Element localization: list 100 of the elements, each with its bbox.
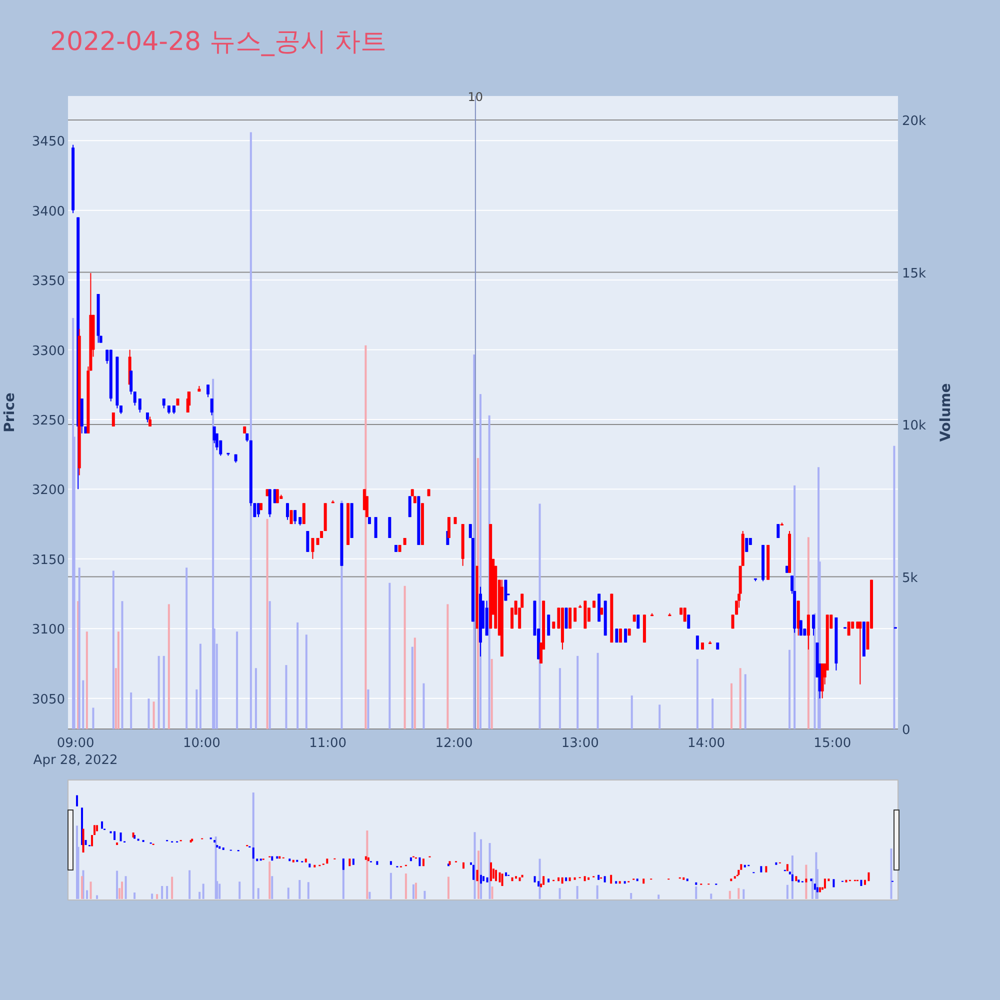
x-tick-label: 11:00 xyxy=(309,736,347,751)
candlestick xyxy=(776,524,780,538)
x-tick-label: 12:00 xyxy=(435,736,473,751)
text: Apr 28, 2022 xyxy=(33,753,118,768)
candlestick xyxy=(574,607,577,622)
bar xyxy=(739,668,742,729)
bar xyxy=(558,668,561,729)
bar xyxy=(730,683,732,729)
candlestick xyxy=(687,614,690,630)
candlestick xyxy=(374,516,378,538)
candlestick xyxy=(138,398,142,413)
candlestick xyxy=(146,412,149,423)
bar xyxy=(446,604,449,729)
candlestick xyxy=(294,510,297,525)
candlestick xyxy=(148,416,152,427)
y-tick-label: 3350 xyxy=(32,274,65,290)
bar xyxy=(364,345,367,729)
bar xyxy=(630,696,633,729)
candlestick xyxy=(731,614,734,630)
bar xyxy=(268,601,271,729)
candlestick xyxy=(812,614,815,636)
bar xyxy=(596,652,599,729)
bar xyxy=(254,668,257,729)
bar xyxy=(658,704,661,729)
bar xyxy=(186,568,188,729)
bar xyxy=(78,568,80,729)
bar xyxy=(130,692,132,729)
y-tick-label: 3200 xyxy=(32,483,65,498)
y2-tick-label: 5k xyxy=(902,570,918,586)
bar xyxy=(285,665,288,729)
y-axis-title: Price xyxy=(2,392,18,432)
bar xyxy=(148,698,150,729)
y-tick-label: 3100 xyxy=(32,622,65,638)
candlestick xyxy=(696,635,699,650)
bar xyxy=(86,632,88,729)
x-tick-label: 09:00 xyxy=(56,736,94,751)
candlestick xyxy=(286,502,289,520)
bar xyxy=(236,632,238,729)
candlestick xyxy=(745,537,748,552)
bar xyxy=(199,644,202,729)
bar xyxy=(121,601,124,729)
candlestick xyxy=(683,607,686,622)
candlestick xyxy=(568,607,572,630)
bar xyxy=(152,702,155,729)
y2-tick-label: 20k xyxy=(902,114,927,130)
y-tick-label: 3150 xyxy=(32,552,65,568)
candlestick xyxy=(858,621,862,685)
bar xyxy=(744,674,746,729)
bar xyxy=(414,638,416,729)
bar xyxy=(576,656,579,729)
y2-tick-label: 10k xyxy=(902,418,927,434)
bar xyxy=(404,586,406,729)
candlestick xyxy=(210,398,214,416)
bar xyxy=(162,656,165,729)
candlestick xyxy=(290,510,293,525)
bar xyxy=(112,570,114,729)
bar xyxy=(296,622,299,729)
bar xyxy=(305,634,308,729)
x-tick-label: 10:00 xyxy=(182,736,220,751)
candlestick xyxy=(547,614,550,636)
x-tick-label: 15:00 xyxy=(814,736,852,751)
candlestick xyxy=(564,607,568,630)
candlestick xyxy=(276,488,279,504)
bar xyxy=(411,646,414,729)
annotation: 10 xyxy=(468,90,484,104)
candlestick xyxy=(311,537,314,560)
candlestick xyxy=(408,496,412,518)
y-tick-label: 3300 xyxy=(32,344,65,359)
bar xyxy=(367,689,370,729)
candlestick xyxy=(112,412,115,427)
candlestick xyxy=(212,426,216,444)
candlestick xyxy=(206,384,210,398)
bar xyxy=(158,656,160,729)
bar xyxy=(490,658,493,729)
candlestick xyxy=(256,502,260,518)
bar xyxy=(712,698,714,729)
bar xyxy=(168,604,170,729)
bar xyxy=(422,683,425,729)
bar xyxy=(696,658,698,729)
y2-axis-title: Volume xyxy=(938,383,954,442)
y-tick-label: 3250 xyxy=(32,413,65,428)
candlestick xyxy=(624,628,628,644)
candlestick xyxy=(615,628,618,644)
bar xyxy=(266,518,268,729)
candlestick xyxy=(133,391,136,406)
candlestick xyxy=(847,621,850,636)
candlestick xyxy=(162,398,166,409)
bar xyxy=(893,446,896,729)
candlestick xyxy=(636,614,640,630)
y-tick-label: 3450 xyxy=(32,134,65,150)
x-tick-label: 13:00 xyxy=(561,736,599,751)
candlestick xyxy=(302,502,306,525)
y2-tick-label: 0 xyxy=(902,723,910,738)
chart-title: 2022-04-28 뉴스_공시 차트 xyxy=(50,27,387,57)
bar xyxy=(388,582,391,729)
bar xyxy=(196,689,198,729)
y2-tick-label: 15k xyxy=(902,266,927,282)
candlestick xyxy=(806,614,810,650)
bar xyxy=(788,650,791,729)
bar xyxy=(117,632,120,729)
